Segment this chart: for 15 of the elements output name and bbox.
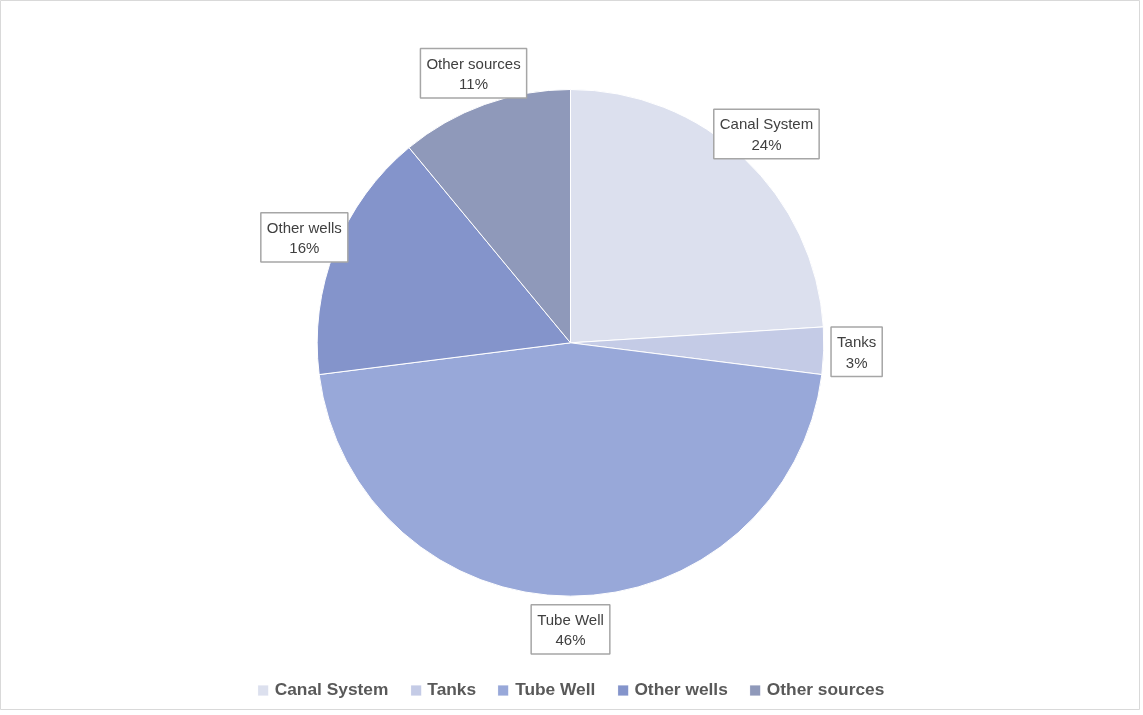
slice-label: Other sources — [426, 54, 521, 72]
data-label: 11% — [459, 74, 488, 92]
legend-label: Other wells — [634, 679, 728, 700]
slice-label: Canal System — [719, 115, 814, 133]
data-label: 3% — [845, 353, 868, 371]
data-label: 24% — [751, 135, 782, 153]
slice-label: Tanks — [837, 333, 877, 351]
legend-label: Tube Well — [515, 679, 596, 700]
legend-label: Tanks — [427, 679, 477, 700]
slice-label: Tube Well — [537, 610, 604, 628]
data-label: 16% — [289, 239, 320, 257]
slice-label: Other wells — [266, 218, 342, 236]
legend-label: Other sources — [766, 679, 885, 700]
data-label: 46% — [555, 631, 586, 649]
legend-label: Canal System — [274, 679, 389, 700]
